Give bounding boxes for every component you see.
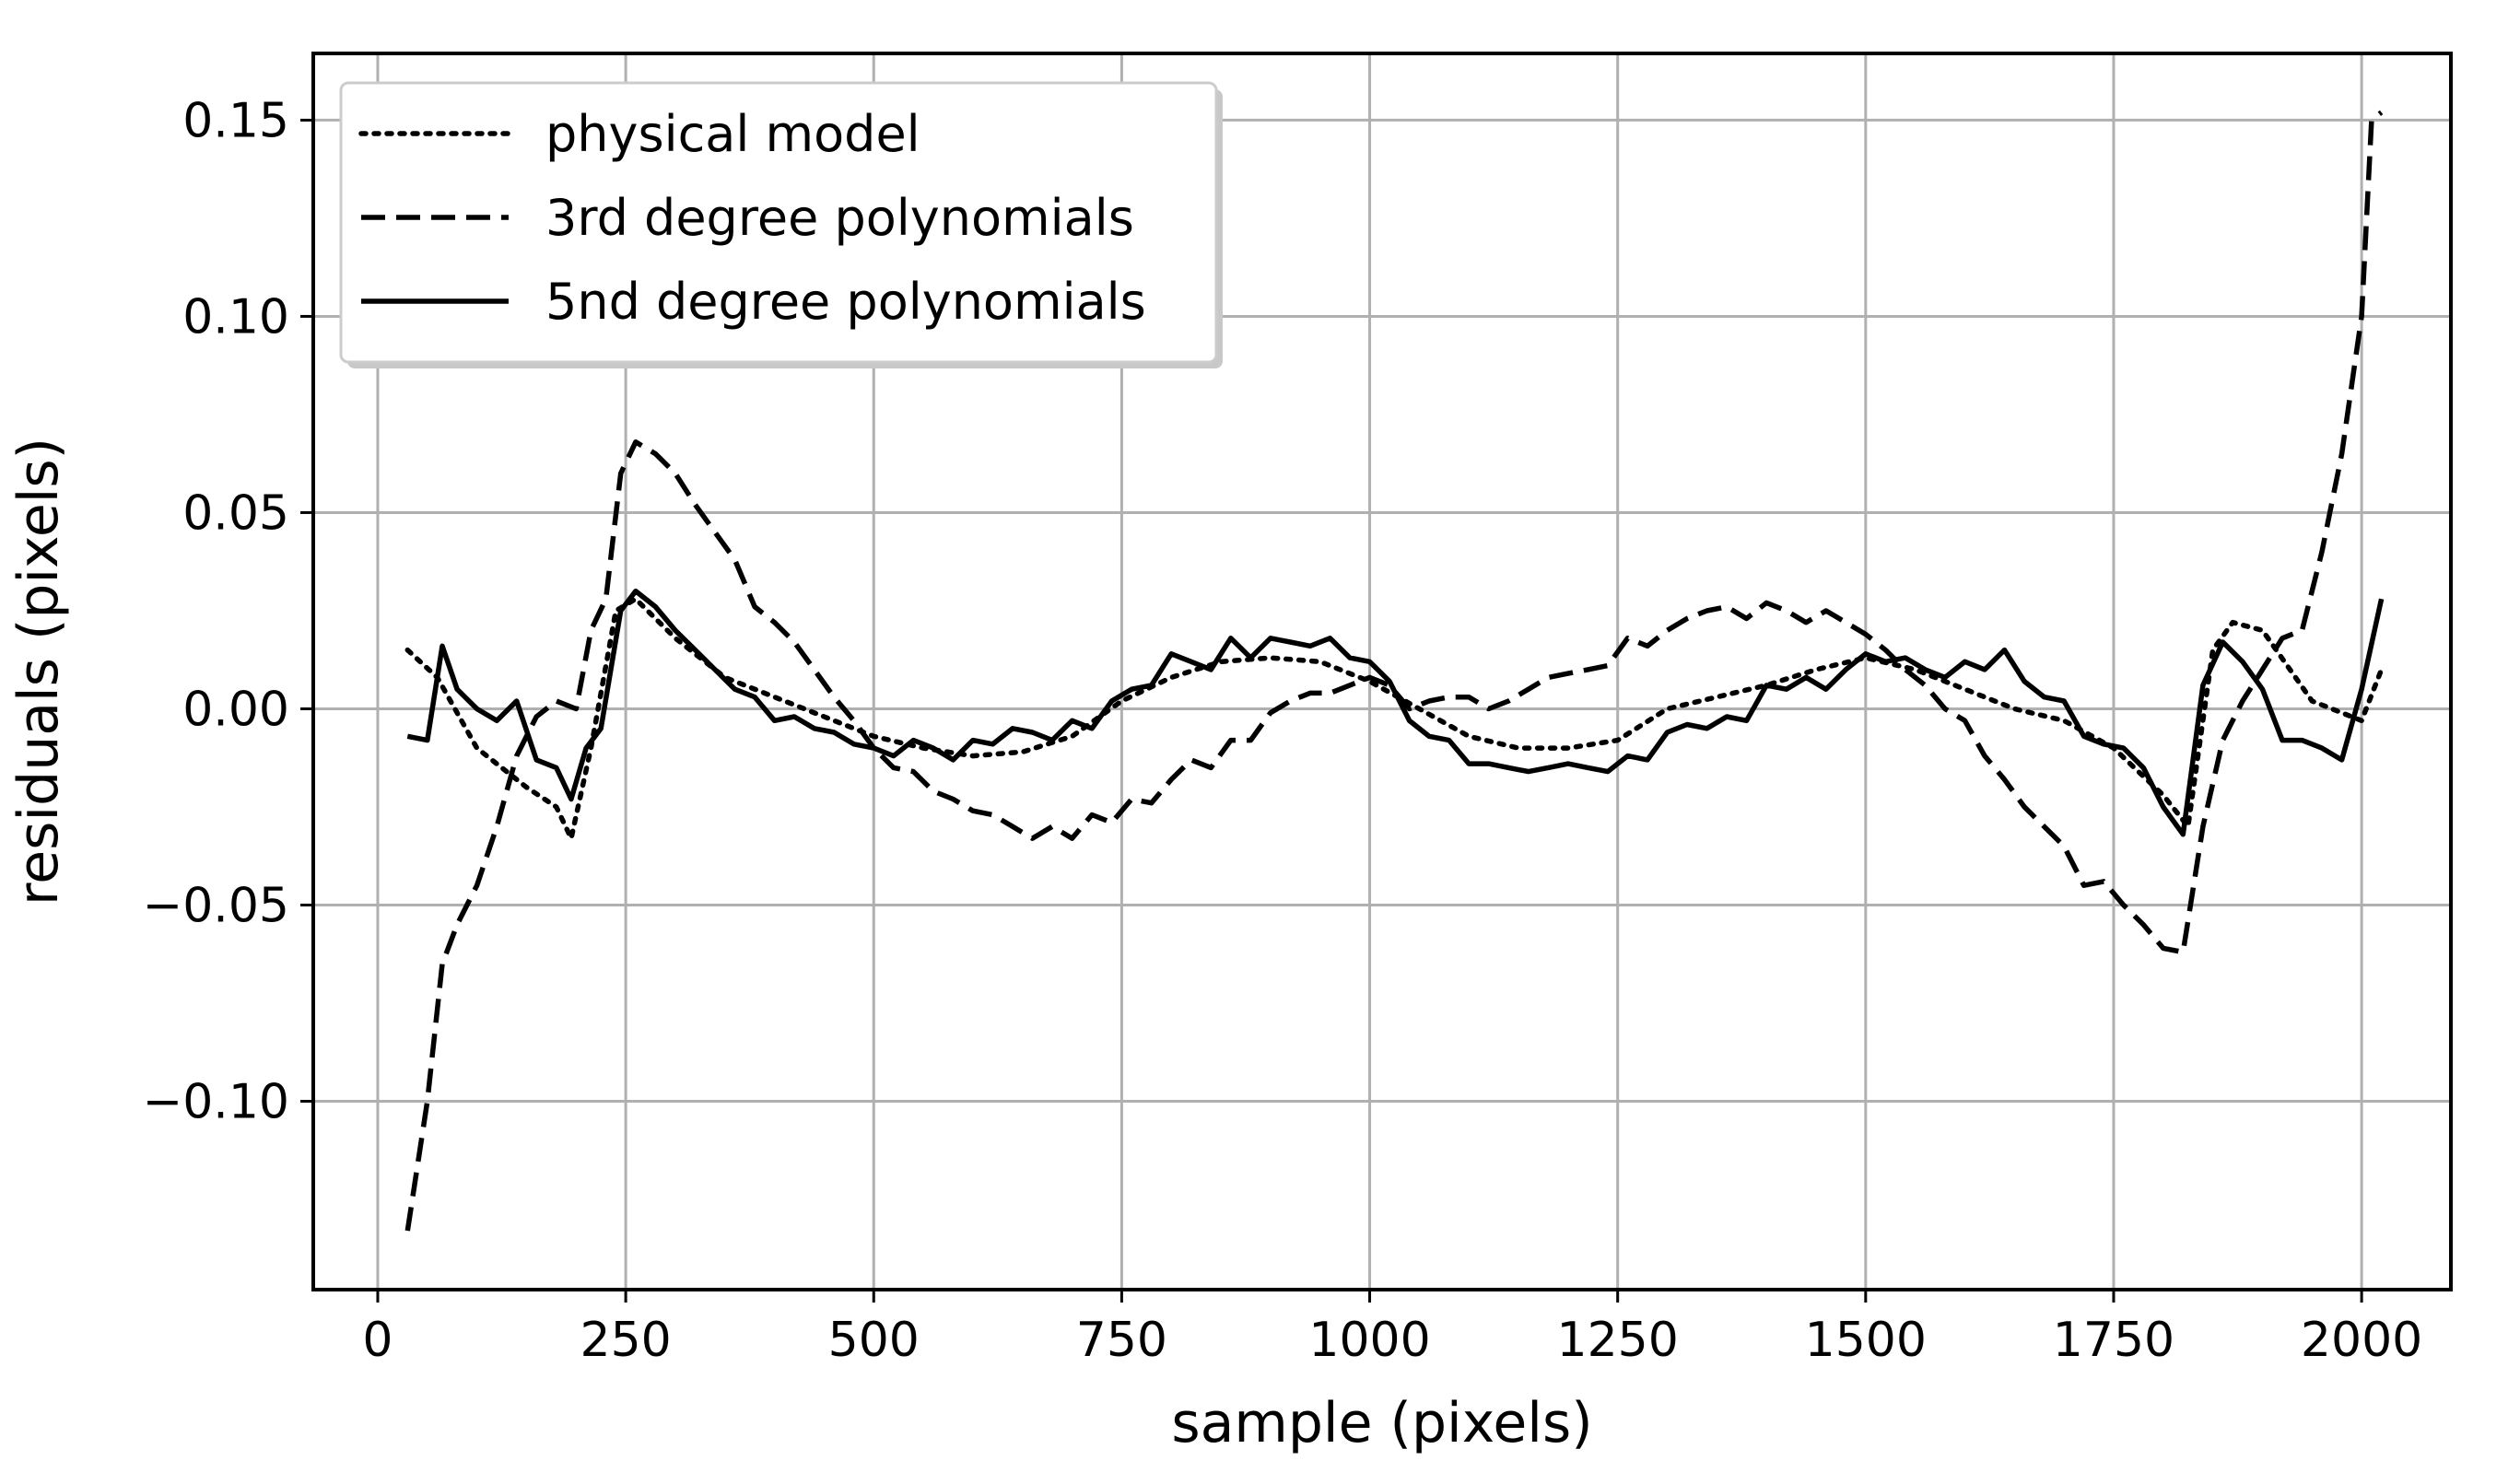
series-line [406, 588, 2385, 837]
x-tick-label: 750 [1076, 1313, 1167, 1368]
y-tick-label: 0.00 [182, 682, 289, 737]
y-axis-ticks: −0.10 −0.05 0.00 0.05 0.10 0.15 [143, 93, 313, 1130]
y-tick-label: 0.15 [182, 93, 289, 148]
plot-frame [311, 52, 2453, 1291]
y-tick-label: 0.05 [182, 485, 289, 541]
legend-label: 5nd degree polynomials [545, 273, 1146, 331]
x-tick-label: 2000 [2301, 1313, 2422, 1368]
x-axis-label: sample (pixels) [1171, 1391, 1592, 1455]
y-tick-label: −0.10 [143, 1075, 289, 1130]
series-line [404, 596, 2385, 841]
legend-box [339, 81, 1218, 364]
x-axis-ticks: 0 250 500 750 1000 1250 1500 1750 2000 [362, 1290, 2422, 1368]
x-tick-label: 1750 [2053, 1313, 2174, 1368]
x-tick-label: 500 [828, 1313, 920, 1368]
x-tick-label: 1250 [1557, 1313, 1679, 1368]
legend-label: physical model [545, 105, 920, 163]
x-tick-label: 1500 [1805, 1313, 1927, 1368]
y-axis-label: residuals (pixels) [6, 438, 71, 906]
y-tick-label: −0.05 [143, 878, 289, 933]
x-tick-label: 0 [362, 1313, 393, 1368]
x-tick-label: 250 [580, 1313, 671, 1368]
x-tick-label: 1000 [1308, 1313, 1430, 1368]
y-tick-label: 0.10 [182, 289, 289, 345]
grid [313, 53, 2451, 1290]
plot-lines [404, 110, 2385, 1232]
legend-label: 3rd degree polynomials [545, 189, 1134, 247]
legend: physical model 3rd degree polynomials 5nd … [339, 81, 1223, 368]
